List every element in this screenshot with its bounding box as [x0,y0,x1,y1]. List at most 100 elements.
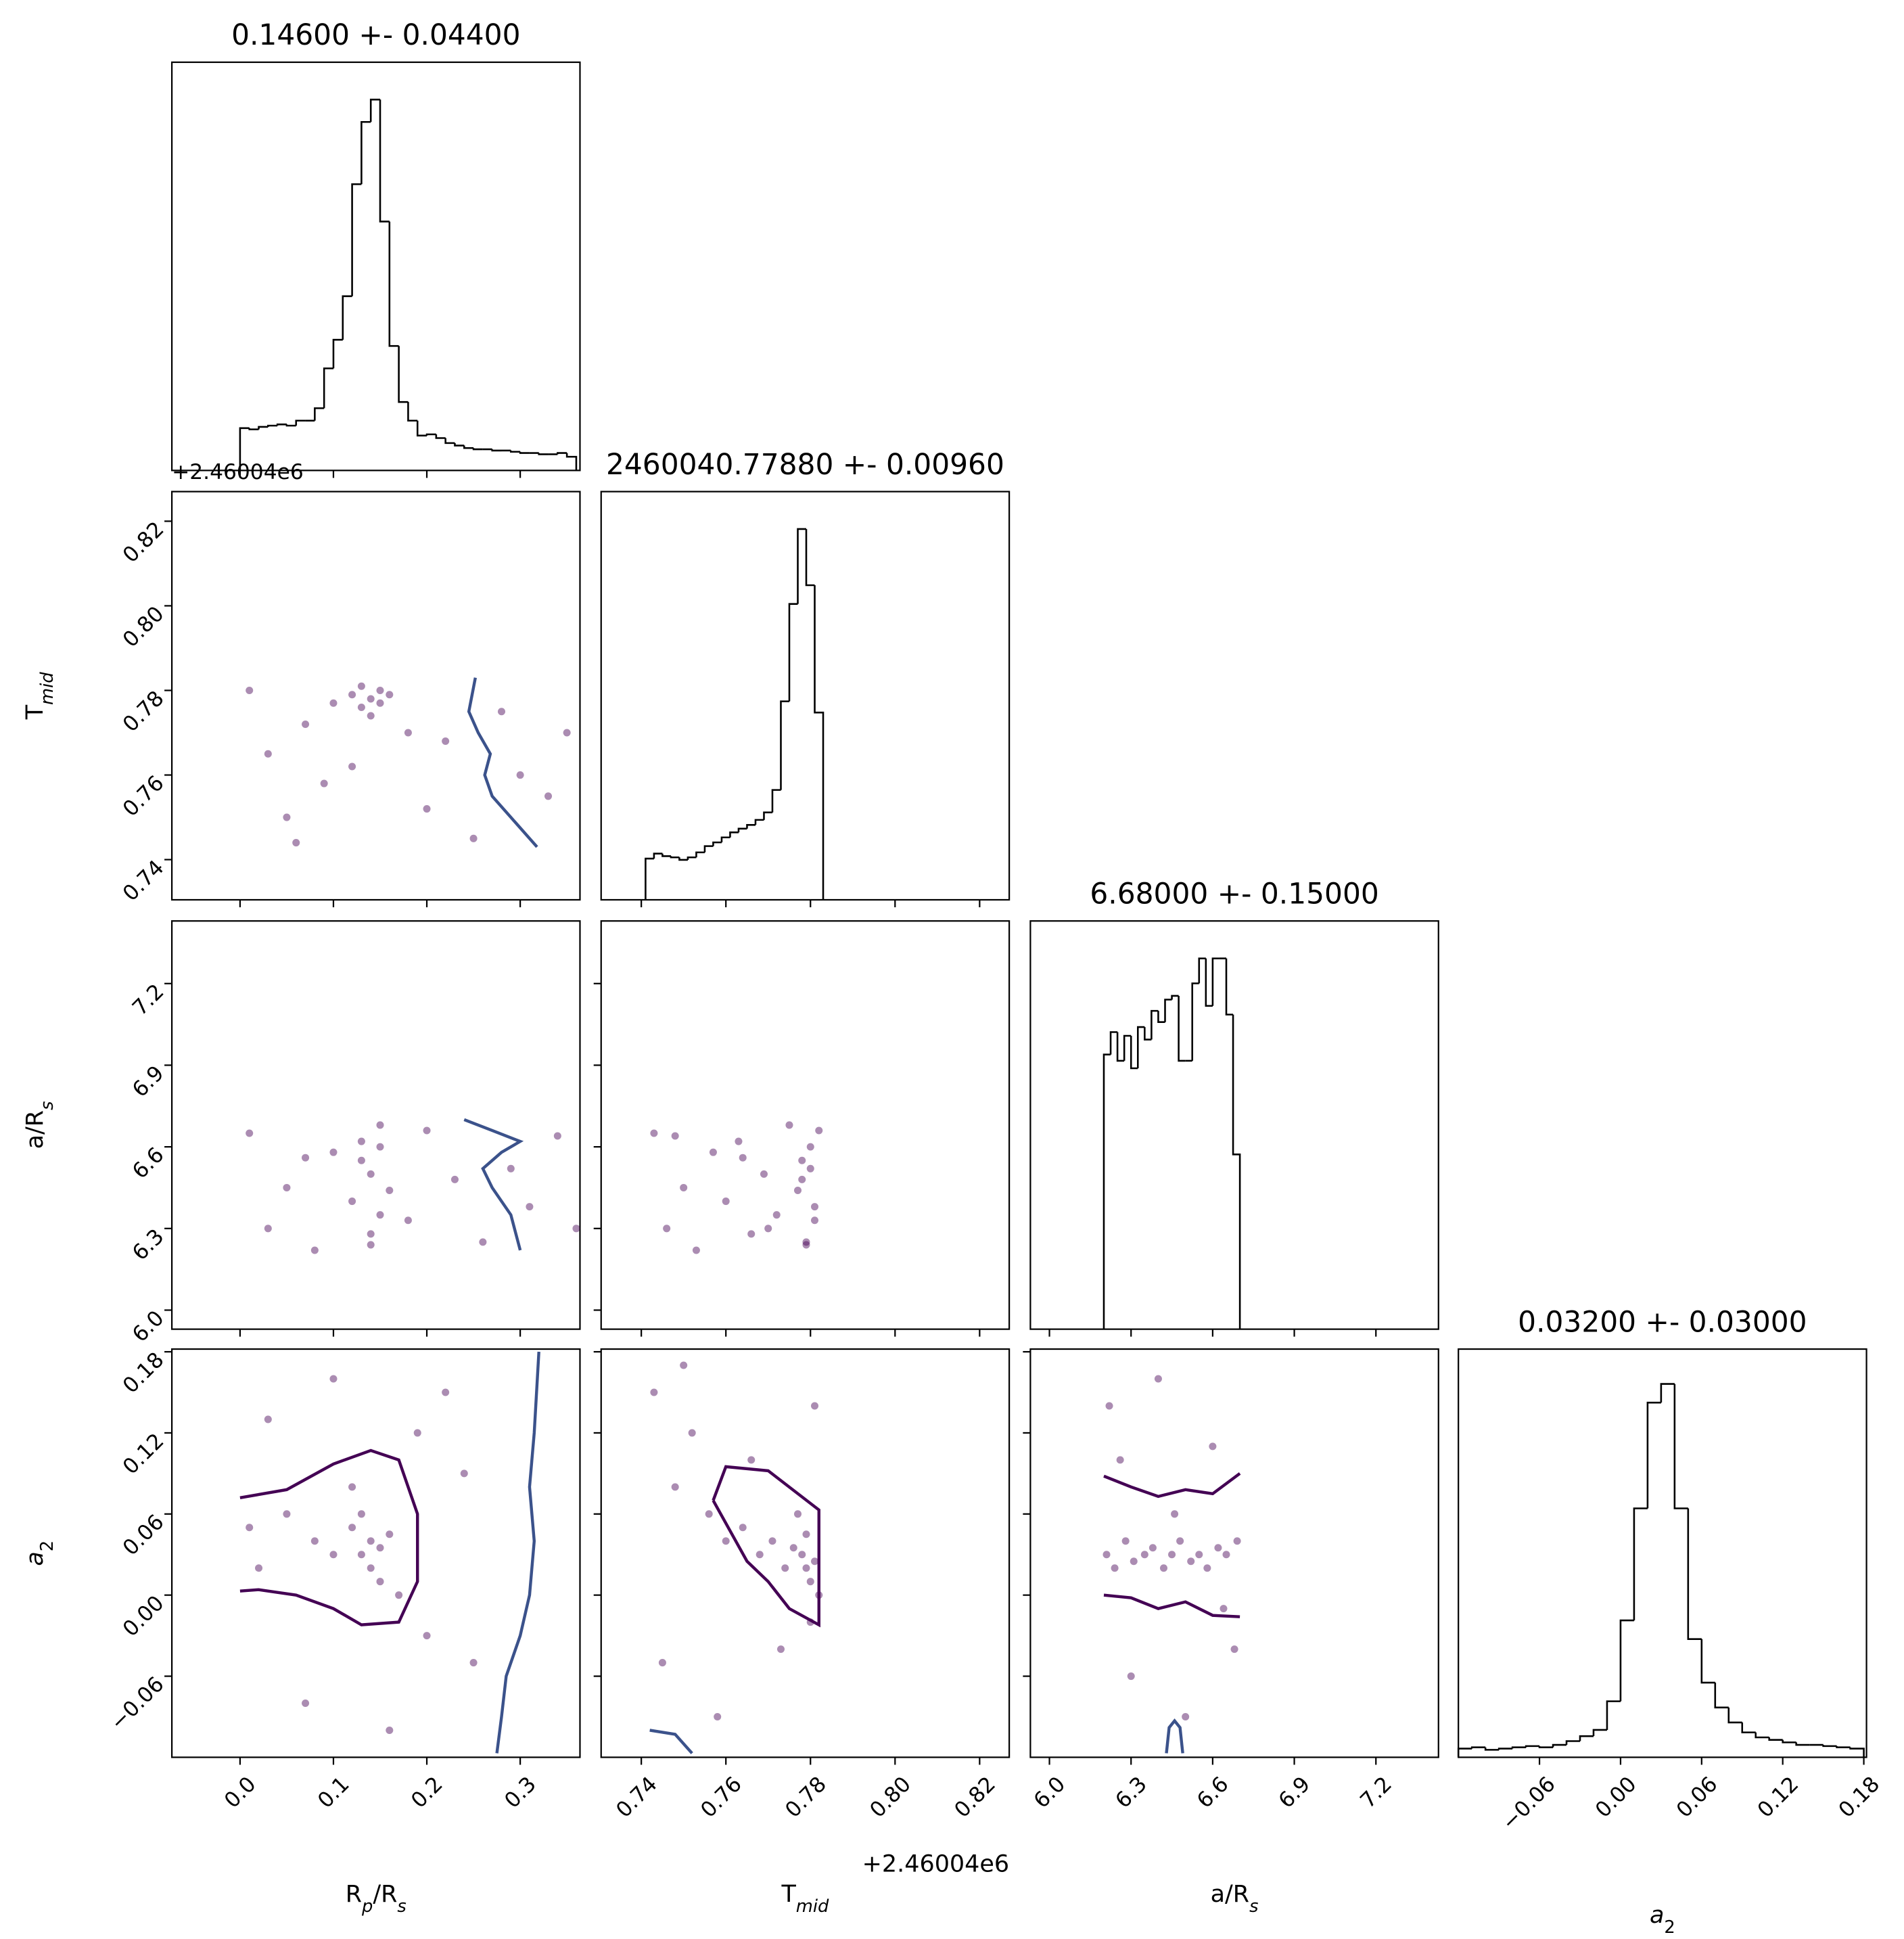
label-part: 2 [1664,1917,1675,1938]
y-tick-label: 7.2 [128,980,169,1021]
histogram-step [398,346,409,403]
contour-line [1103,1472,1241,1499]
y-tick-label: 0.18 [118,1348,169,1398]
histogram-step [805,528,815,587]
histogram-step [435,434,446,439]
scatter-point [772,1211,781,1219]
histogram-step [407,402,418,422]
scatter-point [671,1132,679,1140]
contour-line [1103,1593,1240,1618]
histogram-step [814,585,825,900]
scatter-point [1168,1551,1176,1559]
scatter-point [283,1183,291,1191]
scatter-point [479,1238,487,1246]
scatter-point [1127,1672,1135,1681]
histogram-step [771,789,781,813]
y-tick-label: 0.82 [118,517,169,568]
scatter-point [692,1246,700,1254]
x-tick-label: 0.3 [500,1772,541,1813]
histogram-step [416,420,427,437]
label-part: a/R [22,1110,49,1149]
x-tick-label: 0.06 [1672,1772,1723,1823]
scatter-point [810,1203,819,1211]
y-tick-label: 0.12 [118,1429,169,1480]
scatter-point [376,1143,384,1151]
histogram-step [1849,1747,1865,1758]
y-offset-text: +2.46004e6 [172,460,304,484]
scatter-point [806,1143,814,1151]
histogram-step [1171,995,1179,1000]
histogram-step [1205,958,1213,1007]
scatter-point [1159,1564,1168,1572]
scatter-point [386,691,394,699]
y-axis-label: a/Rs [22,1101,57,1149]
histogram-step [342,295,352,340]
scatter-point [376,686,384,695]
scatter-point [507,1164,515,1172]
histogram-step [258,426,269,430]
histogram-step [369,98,381,122]
x-offset-text: +2.46004e6 [862,1851,1009,1878]
histogram-step [425,433,436,436]
x-axis-label: a/Rs [1211,1881,1259,1917]
label-part: a [1650,1902,1664,1929]
scatter-point [423,1126,431,1135]
label-part: 2 [37,1541,57,1551]
scatter-point [768,1537,776,1545]
scatter-point [760,1170,768,1178]
histogram-step [720,836,730,843]
scatter-point [806,1578,814,1586]
label-part: p [361,1896,373,1917]
scatter-point [739,1524,747,1532]
scatter-point [292,839,300,847]
scatter-point [553,1132,561,1140]
x-tick-label: 6.6 [1192,1772,1234,1813]
histogram-step [1497,1748,1513,1750]
histogram-step [1470,1746,1486,1749]
scatter-point [310,1537,319,1545]
panel-title: 0.03200 +- 0.03000 [1518,1305,1807,1338]
scatter-point [1176,1537,1184,1545]
y-axis-label: Tmid [22,672,57,721]
y-tick-label: 0.76 [118,771,169,821]
contour-line [467,677,538,848]
scatter-point [1116,1456,1124,1464]
panel-frame [1029,1348,1439,1758]
scatter-point [1140,1551,1148,1559]
scatter-point [357,1551,365,1559]
panel-frame [1458,1348,1867,1758]
histogram-step [1633,1507,1648,1621]
scatter-point [497,708,506,716]
x-tick-label: 0.1 [313,1772,354,1813]
scatter-point [1222,1551,1230,1559]
scatter-point [810,1402,819,1410]
histogram-step [737,827,747,833]
histogram-step [295,419,306,426]
label-part: s [397,1896,406,1917]
histogram-step [678,857,688,861]
label-part: s [37,1101,57,1110]
histogram-step [267,424,278,427]
scatter-point [367,1241,375,1249]
y-tick-label: 6.0 [128,1306,169,1347]
scatter-point [810,1216,819,1225]
histogram-step [248,428,259,430]
histogram-step [1109,1031,1118,1055]
scatter-point [246,1524,254,1532]
scatter-point [1209,1442,1217,1451]
y-tick-label: 0.00 [118,1591,169,1642]
panel-frame [171,491,581,901]
histogram-step [454,442,465,447]
scatter-point [469,834,478,842]
scatter-point [357,703,365,712]
scatter-point [1102,1551,1111,1559]
contour-line [712,1465,820,1628]
histogram-step [1768,1737,1783,1741]
scatter-point [781,1564,789,1572]
histogram-step [565,453,578,471]
scatter-point [1105,1402,1113,1410]
scatter-point [367,1537,375,1545]
contour-line [1165,1718,1184,1754]
scatter-point [764,1225,772,1233]
histogram-step [1457,1748,1472,1758]
